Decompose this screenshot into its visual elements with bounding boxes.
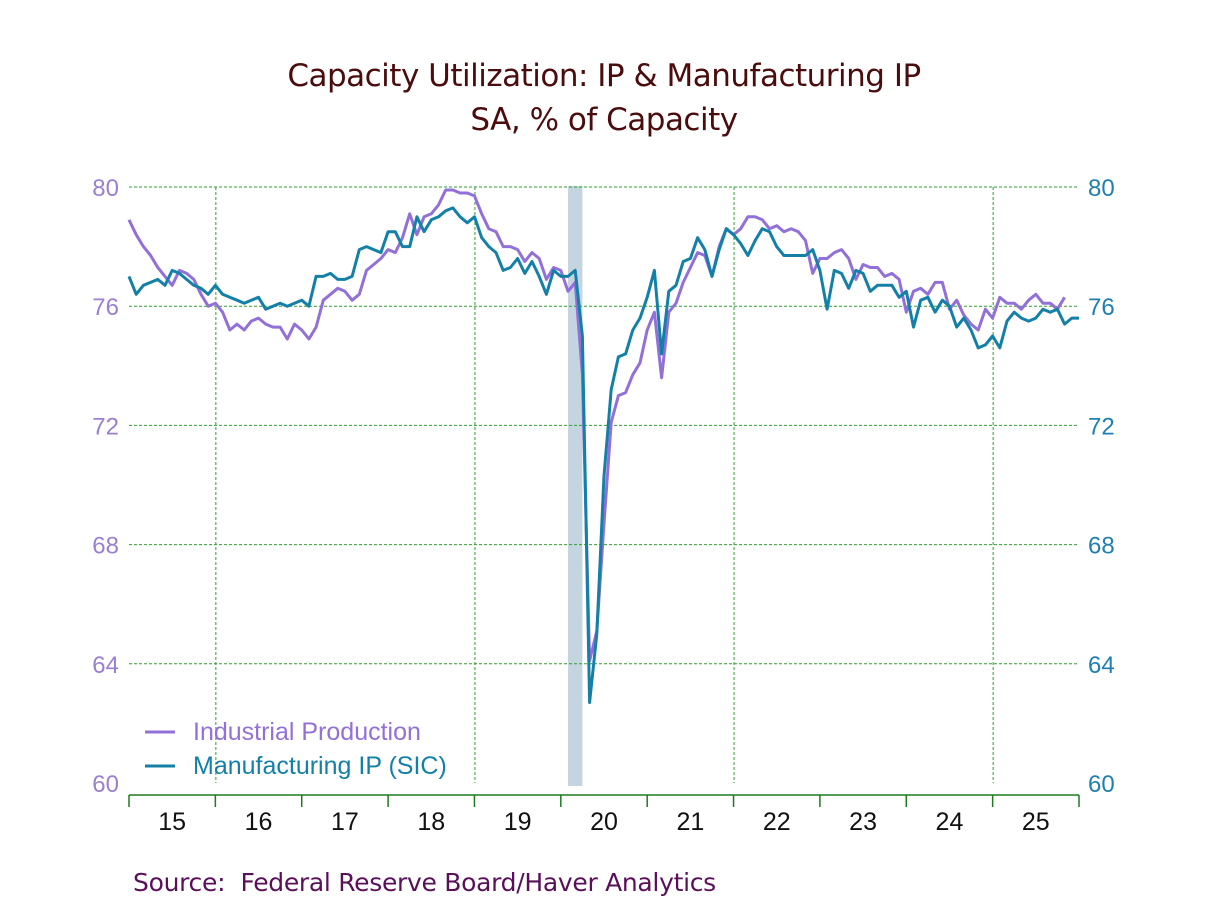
x-tick-label: 19 — [504, 808, 532, 836]
y-tick-label-left: 80 — [92, 175, 119, 202]
legend: Industrial Production Manufacturing IP (… — [145, 718, 447, 780]
y-tick-label-right: 76 — [1088, 294, 1115, 321]
legend-label-industrial-production: Industrial Production — [193, 718, 421, 746]
y-tick-label-left: 68 — [92, 533, 119, 560]
x-tick-label: 22 — [763, 808, 791, 836]
y-tick-label-left: 76 — [92, 294, 119, 321]
x-tick-label: 15 — [158, 808, 186, 836]
x-tick-label: 25 — [1022, 808, 1050, 836]
chart-subtitle: SA, % of Capacity — [470, 102, 738, 138]
y-tick-label-right: 64 — [1088, 652, 1115, 679]
x-tick-label: 23 — [849, 808, 877, 836]
y-tick-label-left: 72 — [92, 413, 119, 440]
y-tick-label-left: 64 — [92, 652, 119, 679]
chart-title: Capacity Utilization: IP & Manufacturing… — [287, 58, 921, 94]
x-tick-label: 20 — [590, 808, 618, 836]
x-tick-label: 16 — [245, 808, 273, 836]
y-tick-label-right: 60 — [1088, 771, 1115, 798]
source-note: Source: Federal Reserve Board/Haver Anal… — [133, 868, 716, 897]
axis-layer — [128, 794, 1080, 807]
x-tick-label: 18 — [417, 808, 445, 836]
label-layer: 80 80 76 76 72 72 68 68 64 64 60 60 15 16 17 18 19 20 21 22… — [92, 175, 1114, 836]
x-tick-label: 17 — [331, 808, 359, 836]
series-line-manufacturing-ip — [127, 206, 1079, 704]
y-tick-label-left: 60 — [92, 771, 119, 798]
y-tick-label-right: 80 — [1088, 175, 1115, 202]
series-layer — [127, 188, 1079, 704]
legend-label-manufacturing-ip: Manufacturing IP (SIC) — [193, 752, 447, 780]
x-tick-label: 24 — [936, 808, 964, 836]
y-tick-label-right: 68 — [1088, 533, 1115, 560]
y-tick-label-right: 72 — [1088, 413, 1115, 440]
x-tick-label: 21 — [676, 808, 704, 836]
